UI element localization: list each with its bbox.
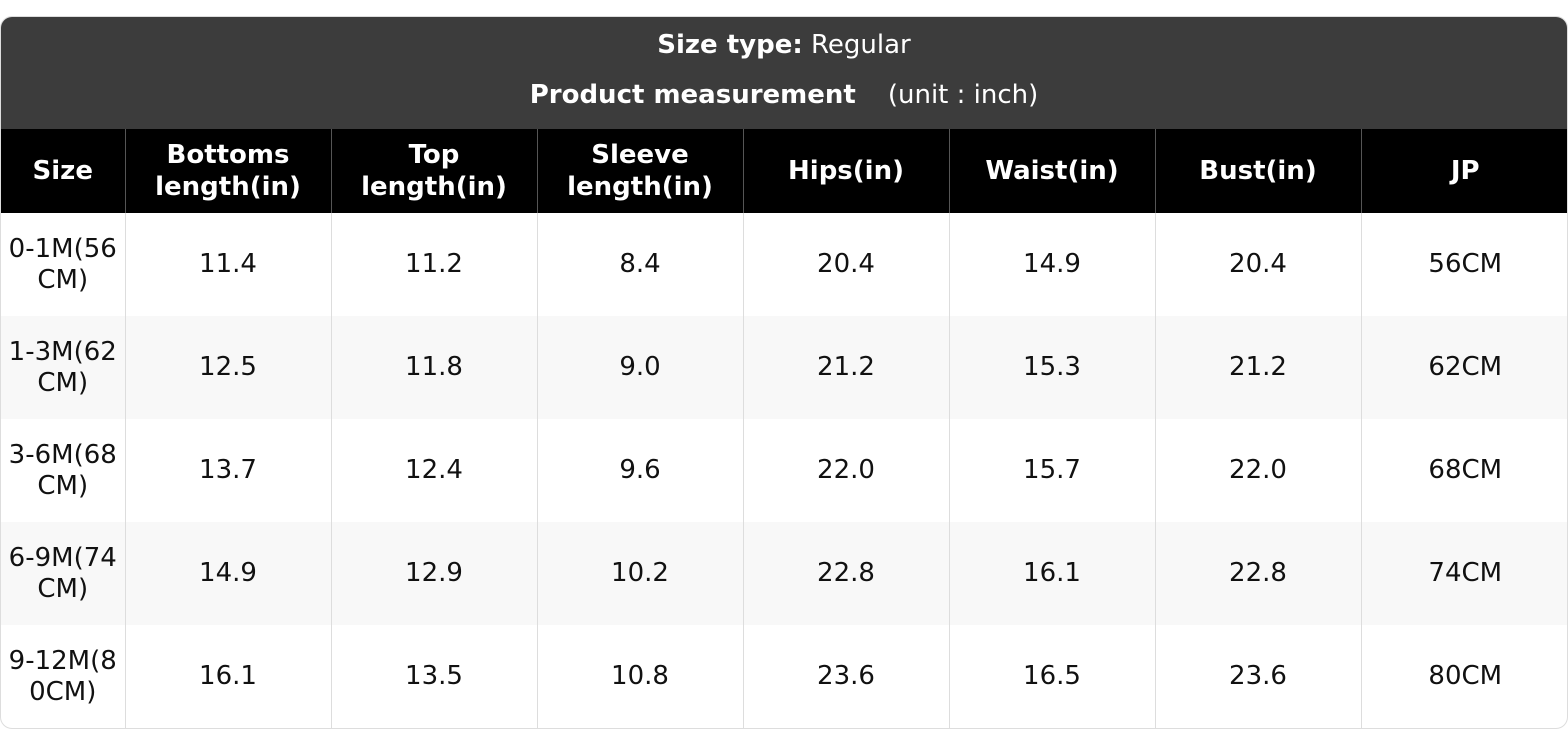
title: Product measurement — [529, 80, 856, 110]
size-type: Regular — [811, 30, 911, 60]
table-row: 0-1M(56CM) 11.4 11.2 8.4 20.4 14.9 20.4 56CM — [1, 213, 1567, 316]
size-cell: 0-1M(56CM) — [1, 213, 126, 316]
value-cell: 11.2 — [331, 213, 538, 316]
value-cell: 14.9 — [949, 213, 1156, 316]
column-header: Hips(in) — [743, 129, 950, 213]
size-chart: Size type: Regular Product measurement (u… — [0, 16, 1568, 729]
table-row: 3-6M(68CM) 13.7 12.4 9.6 22.0 15.7 22.0 68CM — [1, 419, 1567, 522]
value-cell: 12.4 — [331, 419, 538, 522]
value-cell: 80CM — [1428, 661, 1503, 691]
value-cell: 22.0 — [1155, 419, 1362, 522]
value-cell: 21.2 — [743, 316, 950, 419]
column-header: Size — [1, 129, 126, 213]
value-cell: 15.7 — [949, 419, 1156, 522]
table-row: 1-3M(62CM) 12.5 11.8 9.0 21.2 15.3 21.2 62CM — [1, 316, 1567, 419]
value-cell: 14.9 — [125, 522, 332, 625]
value-cell: 74CM — [1361, 522, 1567, 625]
table-body: 0-1M(56CM) 11.4 11.2 8.4 20.4 14.9 20.4 56CM 1-3… — [1, 213, 1567, 728]
title-line: Product measurement (unit : inch) — [1, 73, 1567, 121]
table-row: 9-12M(80CM) 16.1 13.5 10.8 23.6 16.5 23.6 80CM — [1, 625, 1567, 728]
value-cell: 22.0 — [743, 419, 950, 522]
value-cell: 20.4 — [743, 213, 950, 316]
value-cell: 16.5 — [949, 625, 1156, 728]
column-header: Waist(in) — [949, 129, 1156, 213]
value-cell: 13.5 — [331, 625, 538, 728]
value-cell: 16.1 — [125, 625, 332, 728]
value-cell: 8.4 — [537, 213, 744, 316]
size-cell: 9-12M(80CM) — [1, 625, 126, 728]
column-header: Bottoms length(in) — [125, 129, 332, 213]
size-cell: 6-9M(74CM) — [1, 522, 126, 625]
size-cell: 1-3M(62CM) — [1, 316, 126, 419]
chart-header: Size type: Regular Product measurement (u… — [1, 17, 1567, 129]
size-type-line: Size type: Regular — [1, 17, 1567, 73]
value-cell: 9.0 — [537, 316, 744, 419]
column-header: Top length(in) — [331, 129, 538, 213]
value-cell: 10.2 — [537, 522, 744, 625]
value-cell: 10.8 — [537, 625, 744, 728]
value-cell: 68CM — [1428, 455, 1503, 485]
value-cell: 11.8 — [331, 316, 538, 419]
value-cell: 23.6 — [743, 625, 950, 728]
header-row: Size Bottoms length(in) Top length(in) Slee… — [1, 129, 1567, 213]
column-header: Sleeve length(in) — [537, 129, 744, 213]
value-cell: 11.4 — [125, 213, 332, 316]
size-table: Size Bottoms length(in) Top length(in) Slee… — [1, 129, 1567, 728]
value-cell: 9.6 — [537, 419, 744, 522]
value-cell: 23.6 — [1155, 625, 1362, 728]
size-cell: 3-6M(68CM) — [1, 419, 126, 522]
size-type-label: Size type: — [657, 30, 803, 60]
value-cell: 16.1 — [949, 522, 1156, 625]
value-cell: 20.4 — [1155, 213, 1362, 316]
value-cell: 56CM — [1428, 249, 1503, 279]
value-cell: 12.9 — [331, 522, 538, 625]
column-header: JP — [1361, 129, 1567, 213]
value-cell: 62CM — [1361, 316, 1567, 419]
column-header: Bust(in) — [1155, 129, 1362, 213]
value-cell: 21.2 — [1155, 316, 1362, 419]
value-cell: 22.8 — [743, 522, 950, 625]
value-cell: 15.3 — [949, 316, 1156, 419]
value-cell: 22.8 — [1155, 522, 1362, 625]
value-cell: 13.7 — [125, 419, 332, 522]
unit: (unit : inch) — [887, 80, 1039, 110]
value-cell: 12.5 — [125, 316, 332, 419]
table-row: 6-9M(74CM) 14.9 12.9 10.2 22.8 16.1 22.8 74CM — [1, 522, 1567, 625]
